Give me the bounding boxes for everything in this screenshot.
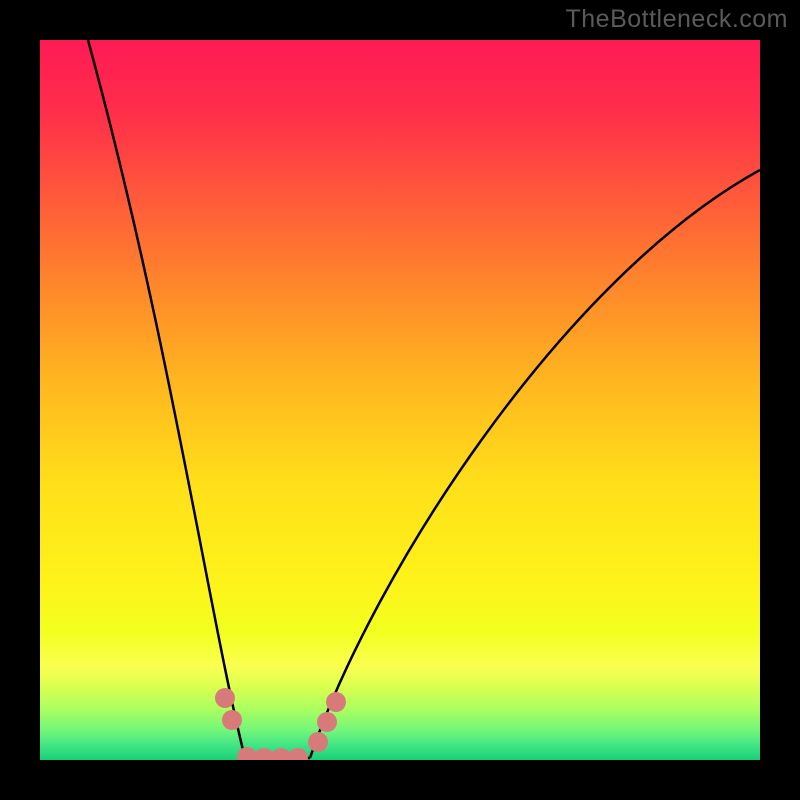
curve-overlay bbox=[0, 0, 800, 800]
marker-point bbox=[326, 692, 346, 712]
marker-point bbox=[215, 688, 235, 708]
watermark-text: TheBottleneck.com bbox=[566, 5, 789, 34]
marker-point bbox=[317, 712, 337, 732]
marker-point bbox=[308, 732, 328, 752]
marker-point bbox=[288, 748, 308, 768]
curve-left bbox=[88, 40, 245, 758]
curves-group bbox=[88, 40, 760, 758]
markers-group bbox=[215, 688, 346, 768]
marker-point bbox=[237, 747, 257, 767]
marker-point bbox=[222, 710, 242, 730]
curve-right bbox=[310, 170, 760, 758]
